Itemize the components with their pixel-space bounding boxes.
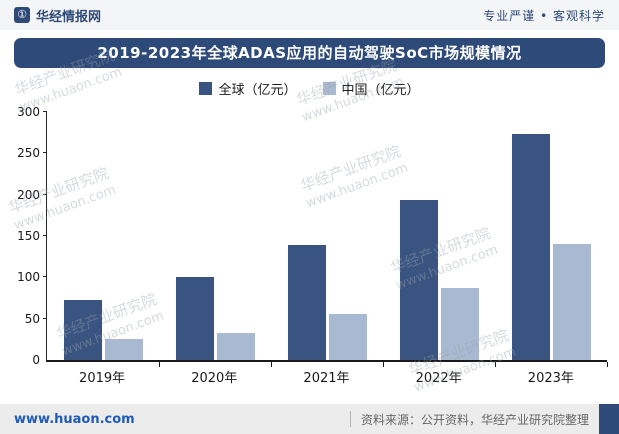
brand[interactable]: ① 华经情报网 (14, 6, 101, 25)
legend-item: 中国（亿元） (322, 79, 420, 98)
bar-series-1 (216, 332, 255, 360)
y-tick-mark (43, 235, 47, 236)
legend-label: 中国（亿元） (341, 82, 420, 98)
chart: 0 50 100 150 200 250 300 2019年 2020年 2021年 2022年 2… (0, 106, 619, 386)
bar-series-1 (440, 288, 479, 360)
x-tick-mark (271, 362, 272, 367)
y-tick-label: 50 (24, 311, 40, 326)
y-tick-mark (43, 152, 47, 154)
y-tick-mark (43, 317, 47, 319)
x-tick-mark (383, 362, 384, 367)
legend-swatch (322, 81, 336, 95)
bar-group (399, 112, 479, 360)
brand-logo-icon: ① (14, 7, 30, 23)
y-tick-mark (43, 276, 47, 278)
x-tick-mark (495, 362, 496, 367)
y-tick-label: 100 (17, 270, 40, 285)
x-tick-mark (607, 362, 608, 367)
bar-group (511, 112, 591, 360)
chart-title-banner: 2019-2023年全球ADAS应用的自动驾驶SoC市场规模情况 (14, 38, 605, 68)
x-label: 2019年 (79, 371, 126, 386)
slogan: 专业严谨 • 客观科学 (483, 8, 605, 23)
y-tick-label: 250 (17, 146, 40, 161)
source-text: 资料来源：公开资料，华经产业研究院整理 (360, 412, 589, 427)
website-link[interactable]: www.huaon.com (14, 411, 135, 427)
header: ① 华经情报网 专业严谨 • 客观科学 (0, 0, 619, 30)
x-label: 2021年 (303, 371, 350, 386)
legend: 全球（亿元） 中国（亿元） (0, 78, 619, 98)
x-label: 2020年 (191, 371, 238, 386)
y-tick-label: 300 (17, 105, 40, 119)
y-tick-mark (43, 111, 47, 112)
footer: www.huaon.com 资料来源：公开资料，华经产业研究院整理 (0, 404, 619, 434)
y-tick-label: 150 (17, 229, 40, 243)
bar-series-0 (175, 276, 214, 360)
y-tick-mark (43, 193, 47, 195)
footer-divider (349, 411, 351, 427)
bar-group (175, 112, 255, 360)
x-label: 2022年 (415, 371, 462, 386)
plot-area: 0 50 100 150 200 250 300 (17, 106, 608, 367)
legend-item: 全球（亿元） (199, 79, 297, 98)
bar-group (287, 112, 367, 360)
y-tick-label: 0 (32, 353, 40, 367)
x-axis-labels: 2019年 2020年 2021年 2022年 2023年 (46, 362, 607, 386)
bar-series-0 (511, 133, 550, 360)
bar-series-1 (104, 339, 143, 360)
bar-series-1 (552, 244, 591, 360)
bar-series-0 (63, 299, 102, 360)
x-label: 2023年 (527, 371, 574, 386)
bar-group (63, 112, 143, 360)
x-tick-mark (159, 362, 160, 367)
legend-swatch (199, 81, 213, 95)
footer-accent-square (599, 404, 619, 434)
brand-name: 华经情报网 (36, 9, 102, 25)
legend-label: 全球（亿元） (218, 82, 297, 98)
bar-series-0 (287, 245, 326, 360)
y-tick-label: 200 (17, 187, 40, 202)
bar-series-0 (399, 199, 438, 360)
bar-series-1 (328, 313, 367, 360)
